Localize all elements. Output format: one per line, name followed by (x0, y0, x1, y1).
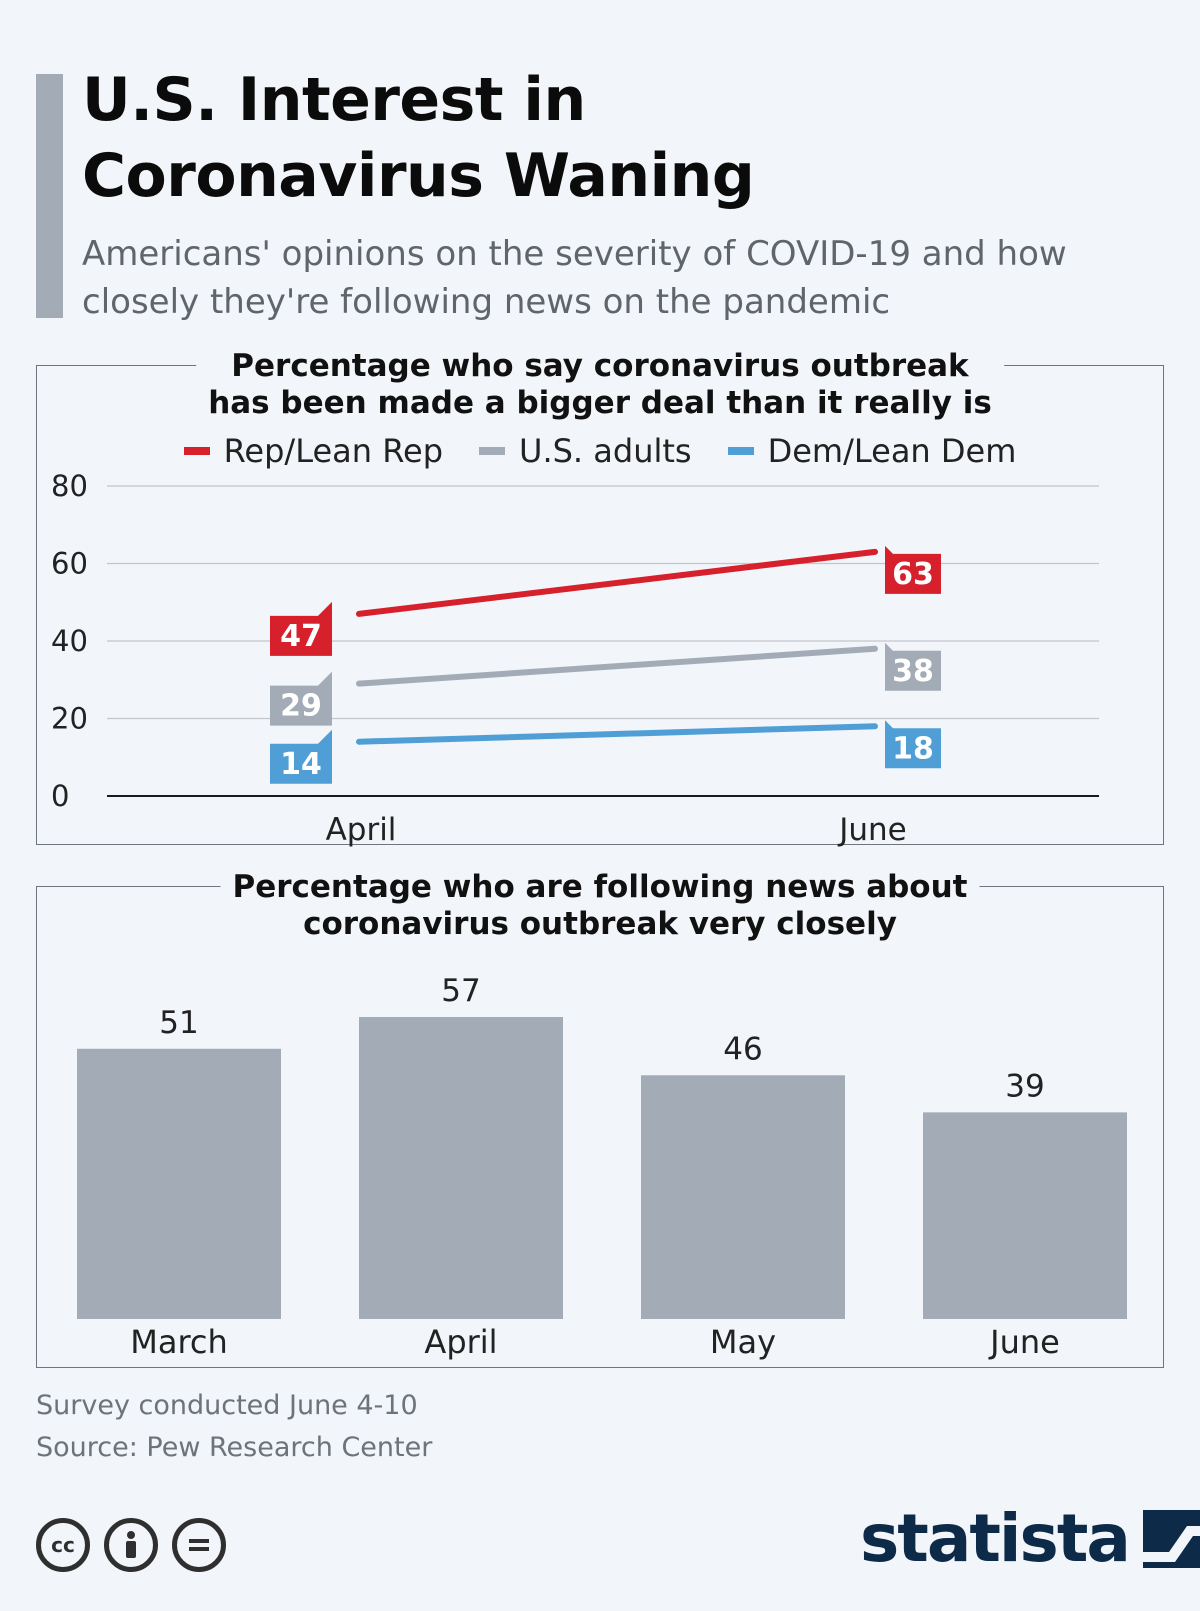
data-label-dem-june: 18 (892, 731, 934, 766)
line-chart-plot: 0 20 40 60 80 April June 47 63 29 38 14 18 (51, 469, 1099, 848)
data-label-us-adults-april: 29 (280, 689, 322, 724)
legend-swatch-us-adults (479, 447, 506, 455)
page-title: U.S. Interest in Coronavirus Waning (82, 62, 755, 214)
bar-chart-title-line-2: coronavirus outbreak very closely (303, 906, 897, 942)
y-tick-label-20: 20 (51, 702, 88, 736)
license-icons: cc (36, 1518, 226, 1572)
legend-label-dem: Dem/Lean Dem (767, 432, 1017, 470)
bar-chart-plot: 51 March 57 April 46 May 39 June (77, 973, 1127, 1361)
bar-category-label-march: March (130, 1323, 228, 1361)
survey-note: Survey conducted June 4-10 (36, 1390, 418, 1421)
bar-chart-panel: Percentage who are following news about … (36, 869, 1164, 1368)
legend-item-us-adults: U.S. adults (479, 432, 692, 470)
y-tick-label-40: 40 (51, 624, 88, 658)
y-tick-label-0: 0 (51, 779, 69, 813)
legend-item-rep: Rep/Lean Rep (183, 432, 444, 470)
series-line-dem (356, 723, 878, 745)
x-tick-label-april: April (326, 812, 397, 848)
bar-chart-title: Percentage who are following news about … (220, 869, 980, 943)
bar-category-label-may: May (710, 1323, 776, 1361)
bar-value-label-june: 39 (1005, 1068, 1044, 1104)
data-label-box-us-adults-april (270, 671, 332, 726)
legend-swatch-dem (727, 447, 754, 455)
attribution-icon[interactable] (104, 1518, 158, 1572)
line-chart-panel: Percentage who say coronavirus outbreak … (36, 348, 1164, 848)
title-line-2: Coronavirus Waning (82, 141, 755, 211)
series-line-rep (356, 548, 878, 617)
data-label-us-adults-june: 38 (892, 654, 934, 689)
legend-item-dem: Dem/Lean Dem (727, 432, 1017, 470)
data-label-box-dem-june (879, 714, 941, 769)
title-accent-bar (36, 74, 63, 318)
bar-category-label-april: April (424, 1323, 497, 1361)
bar-category-label-june: June (988, 1323, 1060, 1361)
line-chart-title: Percentage who say coronavirus outbreak … (196, 348, 1004, 422)
bar-june (923, 1112, 1127, 1319)
data-label-box-dem-april (270, 729, 332, 784)
bar-value-label-march: 51 (159, 1005, 198, 1041)
bar-chart-title-line-1: Percentage who are following news about (232, 869, 968, 905)
series-line-us-adults (356, 645, 878, 687)
statista-logo[interactable]: statista (860, 1500, 1200, 1577)
data-label-rep-april: 47 (280, 619, 322, 654)
data-label-rep-june: 63 (892, 557, 934, 592)
data-label-box-rep-june (879, 539, 941, 594)
bar-march (77, 1048, 281, 1319)
bar-april (359, 1017, 563, 1319)
page-subtitle: Americans' opinions on the severity of C… (82, 234, 1067, 322)
bar-value-label-april: 57 (441, 973, 480, 1009)
x-tick-label-june: June (837, 812, 907, 848)
bar-value-label-may: 46 (723, 1031, 762, 1067)
legend-swatch-rep (183, 447, 210, 455)
data-label-box-us-adults-june (879, 636, 941, 691)
cc-icon[interactable]: cc (36, 1518, 90, 1572)
source-note: Source: Pew Research Center (36, 1432, 433, 1463)
line-chart-legend: Rep/Lean Rep U.S. adults Dem/Lean Dem (37, 432, 1163, 470)
statista-mark-icon (1142, 1509, 1200, 1568)
y-tick-label-60: 60 (51, 547, 88, 581)
legend-label-us-adults: U.S. adults (519, 432, 692, 470)
bar-may (641, 1075, 845, 1319)
data-label-dem-april: 14 (280, 747, 322, 782)
line-chart-title-line-2: has been made a bigger deal than it real… (208, 385, 992, 421)
line-chart-title-line-1: Percentage who say coronavirus outbreak (231, 348, 969, 384)
title-line-1: U.S. Interest in (82, 65, 586, 135)
legend-label-rep: Rep/Lean Rep (223, 432, 444, 470)
y-tick-label-80: 80 (51, 469, 88, 503)
brand-name: statista (860, 1500, 1131, 1577)
no-derivatives-icon[interactable] (172, 1518, 226, 1572)
data-label-box-rep-april (270, 601, 332, 656)
